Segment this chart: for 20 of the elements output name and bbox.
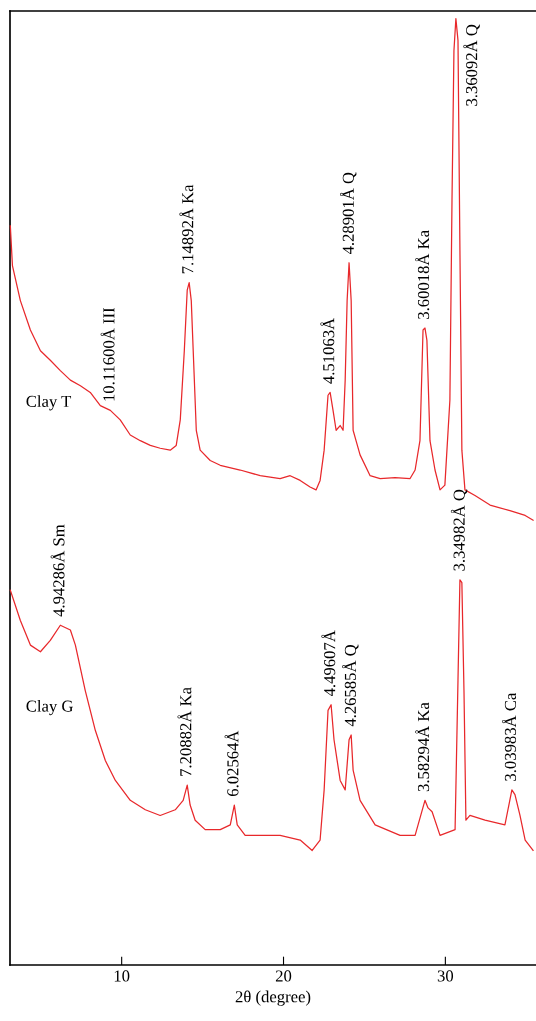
x-axis-title: 2θ (degree) <box>235 990 311 1006</box>
annotation: 4.94286Å Sm <box>50 524 65 617</box>
annotation: 6.02564Å <box>224 730 239 796</box>
annotation: 7.14892Å Ka <box>179 184 194 274</box>
annotation: 3.58294Å Ka <box>415 702 430 792</box>
x-tick-label: 10 <box>114 970 130 982</box>
annotation: 4.26585Å Q <box>342 644 359 727</box>
annotation: 3.03983Å Ca <box>502 692 517 781</box>
annotation: 7.20882Å Ka <box>177 687 192 776</box>
x-tick-label: 20 <box>275 970 292 982</box>
series-label: Clay G <box>26 700 73 716</box>
annotation: 3.34982Å Q <box>450 489 468 571</box>
annotation: 3.36092Å Q <box>463 24 480 106</box>
annotation: 3.60018Å Ka <box>415 230 430 319</box>
annotation: 10.11600Å III <box>100 307 115 401</box>
annotation: 4.49607Å <box>321 630 336 697</box>
annotation: 4.28901Å Q <box>340 172 357 255</box>
annotation: 4.51063Å <box>320 318 335 384</box>
series-label: Clay T <box>26 395 72 411</box>
x-tick-label: 30 <box>437 970 454 982</box>
